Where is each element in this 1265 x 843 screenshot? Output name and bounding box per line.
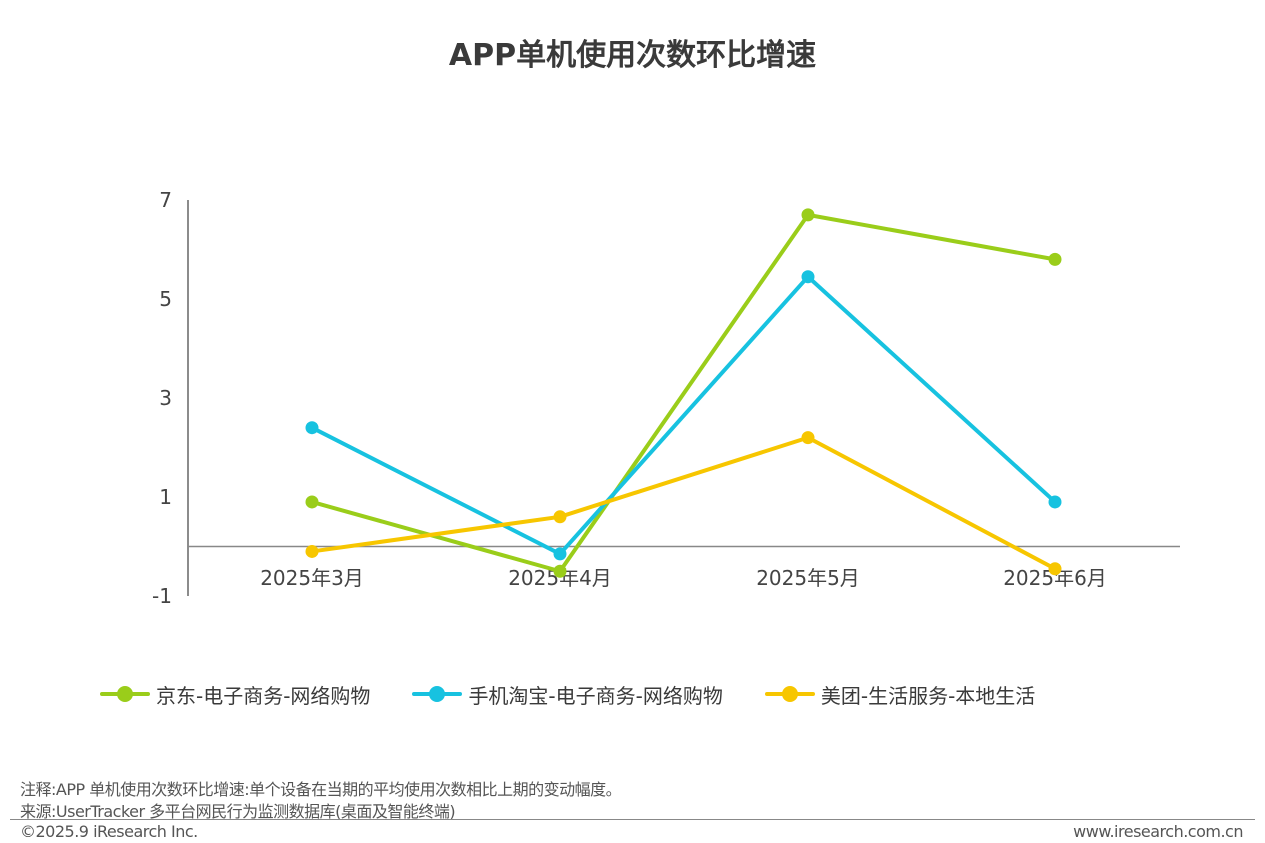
- y-tick-label: 1: [159, 485, 172, 509]
- legend-swatch-icon: [412, 684, 463, 704]
- x-tick-label: 2025年5月: [756, 566, 860, 590]
- legend-dot: [429, 686, 446, 702]
- legend-swatch-icon: [100, 684, 150, 704]
- chart-legend: 京东-电子商务-网络购物 手机淘宝-电子商务-网络购物 美团-生活服务-本地生活: [100, 676, 1200, 712]
- series-line-1: [310, 274, 1057, 556]
- y-tick-label: 3: [159, 386, 172, 410]
- copyright: ©2025.9 iResearch Inc.: [20, 822, 198, 841]
- y-tick-label: 7: [159, 188, 172, 212]
- legend-item-meituan[interactable]: 美团-生活服务-本地生活: [764, 680, 1036, 709]
- data-point-1-3: [1048, 495, 1062, 509]
- data-point-0-1: [553, 564, 567, 578]
- series-line-0: [310, 212, 1057, 574]
- chart-title: APP单机使用次数环比增速: [448, 38, 817, 73]
- legend-item-jd[interactable]: 京东-电子商务-网络购物: [100, 680, 370, 709]
- legend-dot: [117, 686, 133, 702]
- legend-label: 手机淘宝-电子商务-网络购物: [468, 683, 723, 708]
- data-point-2-2: [801, 431, 815, 445]
- data-point-0-2: [801, 208, 815, 222]
- chart-note: 注释:APP 单机使用次数环比增速:单个设备在当期的平均使用次数相比上期的变动幅…: [20, 780, 622, 799]
- data-point-2-1: [553, 510, 567, 524]
- y-tick-label: 5: [159, 287, 172, 311]
- legend-dot: [781, 686, 798, 702]
- data-point-1-0: [305, 421, 319, 435]
- x-tick-label: 2025年3月: [260, 566, 364, 590]
- data-point-0-0: [305, 495, 319, 509]
- data-point-1-1: [553, 547, 567, 561]
- chart-source: 来源:UserTracker 多平台网民行为监测数据库(桌面及智能终端): [20, 802, 456, 821]
- data-point-0-3: [1048, 252, 1062, 266]
- footer-divider: [10, 819, 1255, 820]
- data-point-1-2: [801, 270, 815, 284]
- data-point-2-0: [305, 544, 319, 558]
- legend-label: 京东-电子商务-网络购物: [156, 683, 371, 708]
- website-link[interactable]: www.iresearch.com.cn: [1073, 822, 1243, 841]
- y-tick-label: -1: [152, 584, 172, 608]
- data-point-2-3: [1048, 562, 1062, 576]
- legend-item-taobao[interactable]: 手机淘宝-电子商务-网络购物: [412, 680, 723, 709]
- legend-label: 美团-生活服务-本地生活: [820, 683, 1036, 708]
- legend-swatch-icon: [764, 684, 815, 704]
- series-line-2: [310, 435, 1057, 571]
